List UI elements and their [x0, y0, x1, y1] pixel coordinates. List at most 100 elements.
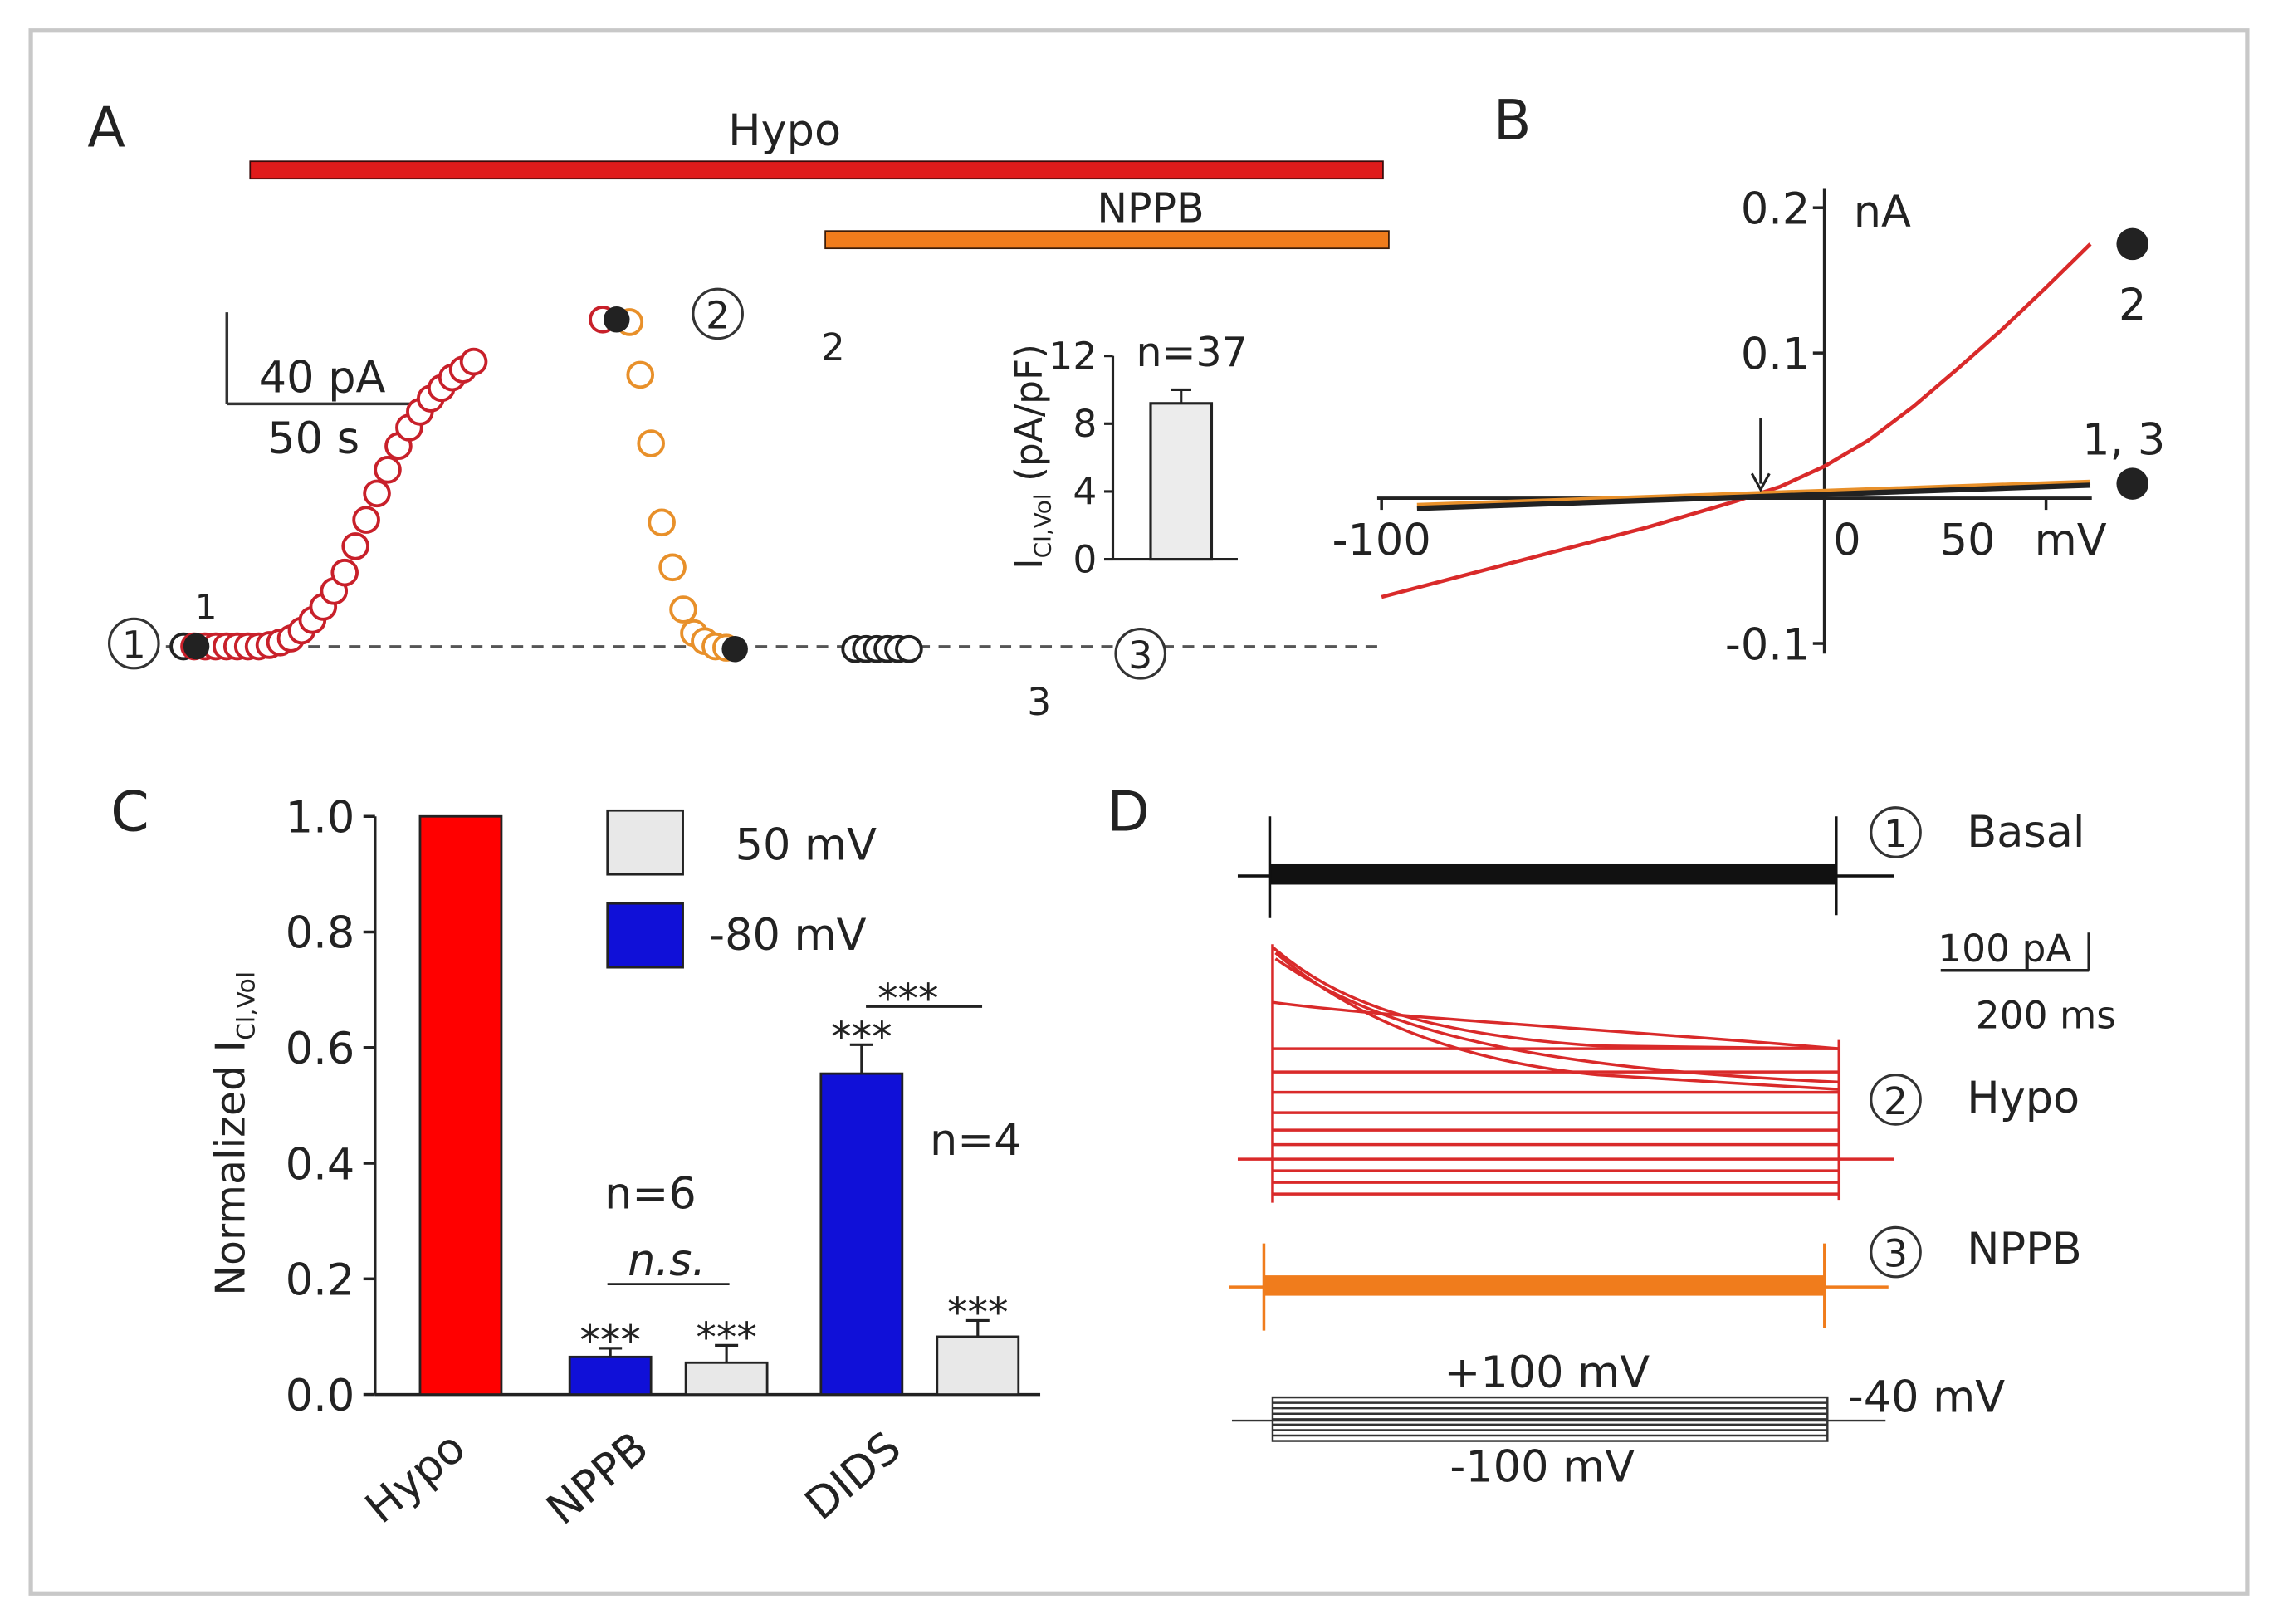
d-scale-current-label: 100 pA	[1938, 927, 2071, 971]
dids-80mv-bar	[819, 1072, 904, 1396]
d-circled-2-marker	[1870, 1074, 1922, 1126]
scale-time-label: 50 s	[267, 413, 359, 464]
circled-1-marker	[107, 617, 160, 670]
d-circled-1-marker	[1870, 806, 1922, 858]
c-y-ticks: 0.0 0.2 0.4 0.6 0.8 1.0	[286, 792, 375, 1421]
timecourse-point-1-18	[374, 456, 402, 484]
hypo-bar-label: Hypo	[728, 105, 841, 156]
point-1-label: 1	[195, 586, 218, 627]
protocol-bottom-label: -100 mV	[1449, 1442, 1635, 1493]
iv-ytick-label-0.2: 0.2	[1741, 183, 1810, 234]
nppb-50mv-sig: ***	[696, 1313, 756, 1361]
hypo-trace-label: Hypo	[1967, 1073, 2080, 1123]
inset-tick-label-4: 4	[1073, 470, 1097, 514]
circled-2-text: 2	[706, 293, 730, 337]
hypo-trace-family	[1237, 944, 1894, 1203]
panel-d-label: D	[1107, 780, 1150, 844]
protocol-hold-label: -40 mV	[1848, 1372, 2005, 1423]
circled-2-marker	[692, 287, 744, 340]
panel-c-label: C	[110, 780, 149, 844]
d-circled-2-text: 2	[1884, 1079, 1908, 1123]
timecourse-point-4-5	[895, 634, 923, 663]
point-2-label: 2	[821, 325, 845, 369]
d-circled-3-text: 3	[1884, 1232, 1908, 1276]
inset-n-label: n=37	[1137, 329, 1248, 376]
dids-80mv-sig: ***	[831, 1013, 892, 1060]
c-category-hypo: Hypo	[356, 1422, 475, 1534]
panel-b-label: B	[1493, 88, 1532, 153]
basal-trace	[1237, 816, 1894, 918]
hypo-decay-4	[1272, 1000, 1840, 1050]
c-ytick-label-0.2: 0.2	[286, 1255, 354, 1306]
c-category-nppb: NPPB	[537, 1422, 657, 1535]
iv-marker-label-1: 1, 3	[2082, 415, 2165, 466]
iv-y-unit: nA	[1854, 187, 1911, 237]
panel-a: A Hypo NPPB 40 pA 50 s 1 2 3 1 2 3 0 4 8 12…	[87, 95, 1390, 724]
legend-swatch-80mv	[606, 902, 684, 969]
d-circled-3-marker	[1870, 1225, 1922, 1279]
iv-end-markers: 2 1, 3	[2082, 227, 2165, 500]
inset-tick-label-8: 8	[1073, 402, 1097, 446]
circled-1-text: 1	[122, 624, 146, 668]
nppb-trace-noise-band	[1264, 1275, 1825, 1296]
d-circled-1-text: 1	[1884, 812, 1908, 856]
iv-curve-3	[1416, 479, 2091, 508]
iv-curves	[1381, 242, 2092, 599]
hypo-application-bar	[249, 160, 1384, 180]
timecourse-point-3-3	[648, 508, 676, 537]
timecourse-marker-2	[604, 306, 630, 333]
inset-y-label-sub: Cl,Vol	[1029, 493, 1056, 558]
c-category-labels: Hypo NPPB DIDS	[356, 1422, 911, 1535]
iv-x-unit: mV	[2035, 515, 2107, 565]
nppb-application-bar	[824, 230, 1390, 250]
point-3-label: 3	[1027, 680, 1051, 724]
nppb-50mv-bar	[684, 1361, 769, 1396]
legend-swatch-50mv	[606, 809, 684, 876]
c-ytick-label-0.4: 0.4	[286, 1139, 354, 1190]
iv-ytick-label--0.1: -0.1	[1725, 619, 1810, 670]
iv-curve-2	[1381, 242, 2092, 599]
timecourse-point-1-17	[363, 479, 391, 508]
dids-n-label: n=4	[930, 1115, 1022, 1166]
dids-sig-label: ***	[877, 975, 938, 1022]
iv-marker-dot-1	[2116, 467, 2148, 500]
timecourse-points	[169, 306, 923, 663]
c-ytick-label-0.8: 0.8	[286, 908, 354, 959]
timecourse-point-3-4	[658, 553, 687, 582]
iv-curve-1	[1416, 482, 2091, 511]
nppb-bar-label: NPPB	[1097, 185, 1204, 232]
basal-label: Basal	[1967, 807, 2085, 858]
nppb-80mv-sig: ***	[579, 1317, 640, 1364]
dids-50mv-bar	[936, 1335, 1020, 1396]
iv-xtick-label--100: -100	[1332, 515, 1431, 565]
c-y-axis-label: Normalized ICl,Vol	[207, 971, 261, 1296]
inset-tick-label-0: 0	[1073, 537, 1097, 581]
c-ytick-label-0.0: 0.0	[286, 1371, 354, 1421]
basal-trace-noise-band	[1269, 863, 1836, 885]
legend-label-80mv: -80 mV	[709, 910, 866, 961]
protocol-top-label: +100 mV	[1444, 1348, 1650, 1398]
nppb-n-label: n=6	[604, 1169, 697, 1220]
reversal-arrow-head	[1750, 472, 1771, 492]
dids-50mv-sig: ***	[947, 1289, 1008, 1336]
c-ytick-label-0.6: 0.6	[286, 1024, 354, 1074]
iv-xtick-label-50: 50	[1940, 515, 1996, 565]
iv-ytick-label-0.1: 0.1	[1741, 329, 1810, 379]
inset-y-label-unit: (pA/pF)	[1007, 344, 1051, 493]
legend-label-50mv: 50 mV	[736, 820, 877, 871]
iv-ticks: -0.1 0.1 0.2 nA -100 0 50 mV	[1332, 183, 2107, 670]
timecourse-point-3-5	[669, 595, 697, 624]
timecourse-point-1-14	[330, 558, 359, 587]
timecourse-marker-1	[183, 633, 210, 660]
c-bars: *** *********	[418, 814, 1020, 1396]
c-category-dids: DIDS	[795, 1422, 910, 1530]
inset-ticks: 0 4 8 12	[1049, 334, 1113, 581]
timecourse-point-1-26	[459, 347, 488, 376]
c-y-axis-label-sub: Cl,Vol	[232, 971, 262, 1040]
panel-c: C 0.00.20.40.60.81.0 Normalized ICl,Vol …	[110, 780, 1041, 1535]
inset-bar-chart: 0 4 8 12 ICl,Vol (pA/pF) n=37	[1007, 329, 1248, 581]
timecourse-point-3-1	[626, 360, 655, 389]
panel-d: D 1 Basal 100 pA 200 ms 2 Hypo 3 NPPB	[1107, 780, 2116, 1493]
inset-y-label: ICl,Vol (pA/pF)	[1007, 344, 1056, 570]
